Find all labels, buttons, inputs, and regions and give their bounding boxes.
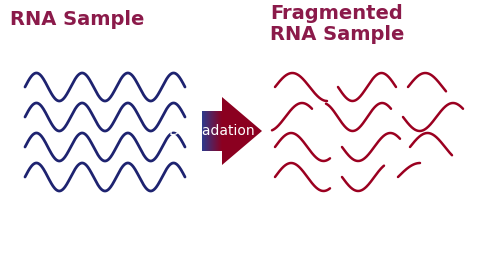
Text: Degradation: Degradation [168,124,256,138]
Text: RNA Sample: RNA Sample [10,10,144,29]
Polygon shape [222,97,262,165]
Text: Fragmented
RNA Sample: Fragmented RNA Sample [270,4,404,44]
